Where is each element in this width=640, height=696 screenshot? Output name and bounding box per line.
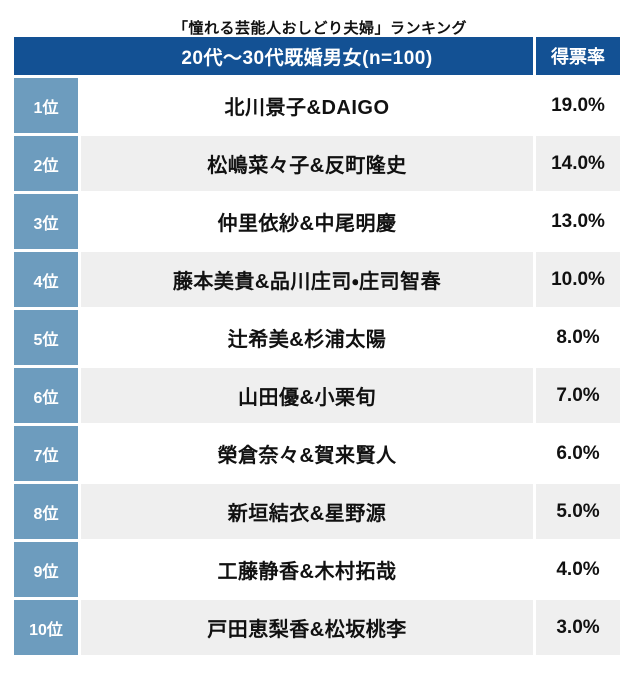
- rank-cell: 6位: [14, 368, 78, 423]
- rank-cell: 10位: [14, 600, 78, 655]
- rank-cell: 9位: [14, 542, 78, 597]
- table-row: 2位 松嶋菜々子&反町隆史 14.0%: [14, 136, 621, 191]
- couple-name-cell: 松嶋菜々子&反町隆史: [81, 136, 534, 191]
- vote-rate-cell: 14.0%: [536, 136, 621, 191]
- vote-rate-cell: 4.0%: [536, 542, 621, 597]
- table-row: 7位 榮倉奈々&賀来賢人 6.0%: [14, 426, 621, 481]
- header-group-cell: 20代〜30代既婚男女(n=100): [14, 37, 534, 75]
- couple-name-cell: 新垣結衣&星野源: [81, 484, 534, 539]
- couple-name-cell: 北川景子&DAIGO: [81, 78, 534, 133]
- vote-rate-cell: 10.0%: [536, 252, 621, 307]
- couple-name-cell: 榮倉奈々&賀来賢人: [81, 426, 534, 481]
- rank-cell: 4位: [14, 252, 78, 307]
- table-row: 4位 藤本美貴&品川庄司・庄司智春 10.0%: [14, 252, 621, 307]
- rank-cell: 2位: [14, 136, 78, 191]
- couple-name-cell: 仲里依紗&中尾明慶: [81, 194, 534, 249]
- couple-name-cell: 工藤静香&木村拓哉: [81, 542, 534, 597]
- rank-cell: 3位: [14, 194, 78, 249]
- couple-name-cell: 山田優&小栗旬: [81, 368, 534, 423]
- table-row: 8位 新垣結衣&星野源 5.0%: [14, 484, 621, 539]
- rank-cell: 1位: [14, 78, 78, 133]
- ranking-table: 20代〜30代既婚男女(n=100) 得票率 1位 北川景子&DAIGO 19.…: [11, 34, 623, 658]
- couple-name-cell: 戸田恵梨香&松坂桃李: [81, 600, 534, 655]
- vote-rate-cell: 3.0%: [536, 600, 621, 655]
- table-row: 1位 北川景子&DAIGO 19.0%: [14, 78, 621, 133]
- header-rate-cell: 得票率: [536, 37, 621, 75]
- table-row: 6位 山田優&小栗旬 7.0%: [14, 368, 621, 423]
- vote-rate-cell: 8.0%: [536, 310, 621, 365]
- rank-cell: 5位: [14, 310, 78, 365]
- table-header-row: 20代〜30代既婚男女(n=100) 得票率: [14, 37, 621, 75]
- vote-rate-cell: 13.0%: [536, 194, 621, 249]
- vote-rate-cell: 7.0%: [536, 368, 621, 423]
- rank-cell: 8位: [14, 484, 78, 539]
- page-title: 「憧れる芸能人おしどり夫婦」ランキング: [172, 20, 468, 37]
- rank-cell: 7位: [14, 426, 78, 481]
- vote-rate-cell: 6.0%: [536, 426, 621, 481]
- table-row: 3位 仲里依紗&中尾明慶 13.0%: [14, 194, 621, 249]
- vote-rate-cell: 19.0%: [536, 78, 621, 133]
- vote-rate-cell: 5.0%: [536, 484, 621, 539]
- couple-name-cell: 辻希美&杉浦太陽: [81, 310, 534, 365]
- table-row: 5位 辻希美&杉浦太陽 8.0%: [14, 310, 621, 365]
- table-row: 9位 工藤静香&木村拓哉 4.0%: [14, 542, 621, 597]
- table-row: 10位 戸田恵梨香&松坂桃李 3.0%: [14, 600, 621, 655]
- couple-name-cell: 藤本美貴&品川庄司・庄司智春: [81, 252, 534, 307]
